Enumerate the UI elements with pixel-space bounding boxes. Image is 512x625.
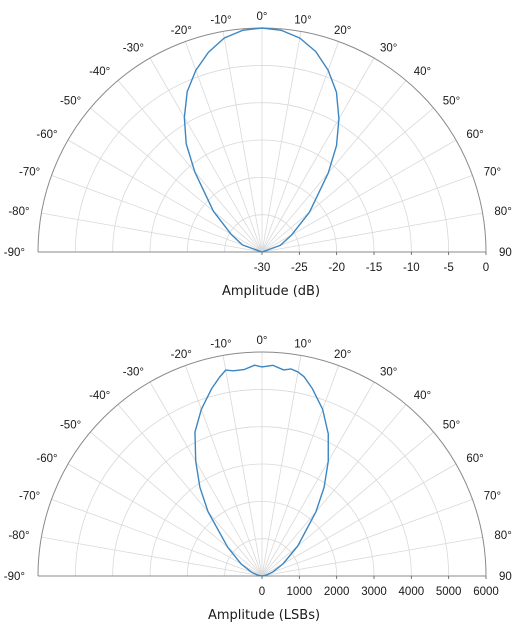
grid-spoke xyxy=(51,499,263,577)
grid-spoke xyxy=(261,41,339,253)
outer-arc xyxy=(37,351,487,577)
angle-tick-label: -70° xyxy=(19,490,40,502)
angle-tick-label: -20° xyxy=(171,25,192,37)
angle-tick-label: 70° xyxy=(484,490,501,502)
grid-spoke xyxy=(261,212,483,253)
angle-tick-label: 20° xyxy=(334,25,351,37)
r-tick-label: 0 xyxy=(259,586,265,598)
angle-tick-label: 30° xyxy=(380,367,397,379)
grid-spoke xyxy=(261,355,302,577)
angle-tick-label: -70° xyxy=(19,166,40,178)
angle-tick-label: -80° xyxy=(8,206,29,218)
polar-chart-db: -90° -80° -70° -60° -50° -40° -30° -20° -10° 0° 10… xyxy=(4,11,512,299)
angle-tick-label: 50° xyxy=(443,419,460,431)
grid-spoke xyxy=(185,365,263,577)
grid-spoke xyxy=(90,431,263,577)
r-tick-label: 6000 xyxy=(473,586,499,598)
r-tick-label: -30 xyxy=(254,262,271,274)
r-tick-label: -25 xyxy=(291,262,308,274)
angle-tick-label: 50° xyxy=(443,95,460,107)
grid-spoke xyxy=(261,381,375,577)
angle-tick-label: 80° xyxy=(494,206,511,218)
r-tick-label: 1000 xyxy=(287,586,313,598)
angle-tick-label: -60° xyxy=(36,129,57,141)
grid-spoke xyxy=(222,355,263,577)
angle-tick-label: 0° xyxy=(257,335,268,347)
grid-spoke xyxy=(261,536,483,577)
axis-title-lsb: Amplitude (LSBs) xyxy=(208,608,320,623)
grid-spoke xyxy=(261,431,434,577)
angle-tick-label: -60° xyxy=(36,453,57,465)
angle-tick-label: 80° xyxy=(494,530,511,542)
angle-tick-label: 10° xyxy=(294,339,311,351)
angle-tick-label: -30° xyxy=(123,367,144,379)
grid-spoke xyxy=(67,463,263,577)
grid-spoke xyxy=(261,404,407,577)
angle-tick-label: 70° xyxy=(484,166,501,178)
grid-spoke xyxy=(261,175,473,253)
angle-tick-label: -20° xyxy=(171,349,192,361)
grid-spoke xyxy=(261,31,302,253)
grid-spoke xyxy=(149,57,263,253)
grid-spoke xyxy=(41,212,263,253)
angle-tick-label: 90° xyxy=(499,247,512,259)
angle-tick-label: -10° xyxy=(210,339,231,351)
r-tick-label: -20 xyxy=(328,262,345,274)
angle-tick-label: -40° xyxy=(89,66,110,78)
angle-tick-label: 60° xyxy=(466,129,483,141)
grid-spoke xyxy=(222,31,263,253)
angle-tick-label: -90° xyxy=(4,571,25,583)
r-tick-label: -5 xyxy=(444,262,454,274)
angle-tick-label: 90° xyxy=(499,571,512,583)
angle-tick-label: 10° xyxy=(294,15,311,27)
grid-spoke xyxy=(41,536,263,577)
grid-spoke xyxy=(90,107,263,253)
axis-title-db: Amplitude (dB) xyxy=(222,284,320,299)
grid-spoke xyxy=(261,57,375,253)
polar-chart-lsb: -90° -80° -70° -60° -50° -40° -30° -20° -10° 0° 10… xyxy=(4,335,512,623)
angle-tick-label: 20° xyxy=(334,349,351,361)
angle-tick-label: -50° xyxy=(60,95,81,107)
angle-tick-label: 0° xyxy=(257,11,268,23)
r-tick-label: 4000 xyxy=(399,586,425,598)
angle-tick-label: -90° xyxy=(4,247,25,259)
grid-spoke xyxy=(149,381,263,577)
grid-spoke xyxy=(261,365,339,577)
angle-tick-label: -10° xyxy=(210,15,231,27)
angle-tick-label: 60° xyxy=(466,453,483,465)
r-tick-label: 5000 xyxy=(436,586,462,598)
grid-spoke xyxy=(261,499,473,577)
r-tick-label: 3000 xyxy=(361,586,387,598)
r-tick-label: -15 xyxy=(366,262,383,274)
r-tick-label: 2000 xyxy=(324,586,350,598)
series-line xyxy=(194,364,329,577)
angle-tick-label: 40° xyxy=(414,66,431,78)
grid-spoke xyxy=(185,41,263,253)
grid-spoke xyxy=(51,175,263,253)
angle-tick-label: 30° xyxy=(380,43,397,55)
grid-spoke xyxy=(261,107,434,253)
grid-spoke xyxy=(261,80,407,253)
grid-spoke xyxy=(261,463,457,577)
angle-tick-label: -30° xyxy=(123,43,144,55)
angle-tick-label: -50° xyxy=(60,419,81,431)
grid-spoke xyxy=(117,404,263,577)
angle-tick-label: 40° xyxy=(414,390,431,402)
series-line xyxy=(183,27,340,253)
grid-spoke xyxy=(261,139,457,253)
r-tick-label: 0 xyxy=(483,262,489,274)
angle-tick-label: -80° xyxy=(8,530,29,542)
angle-tick-label: -40° xyxy=(89,390,110,402)
grid-spoke xyxy=(117,80,263,253)
r-tick-label: -10 xyxy=(403,262,420,274)
